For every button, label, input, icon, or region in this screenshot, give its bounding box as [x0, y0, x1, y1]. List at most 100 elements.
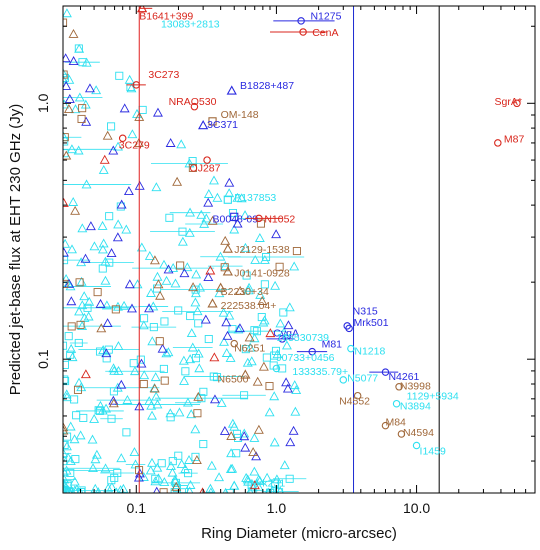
data-point: [63, 197, 69, 207]
data-point: [122, 395, 133, 404]
data-point: [196, 209, 207, 219]
source-marker: [203, 156, 211, 164]
data-point: [97, 405, 108, 415]
data-point: [153, 486, 161, 493]
data-point: [127, 129, 138, 139]
data-point: [179, 375, 190, 385]
data-point: [101, 300, 112, 310]
data-point: [188, 282, 199, 292]
faint-source-label: 165530739: [276, 332, 329, 344]
data-point: [246, 486, 254, 493]
data-point: [252, 376, 263, 386]
data-point: [152, 107, 163, 117]
data-point: [115, 71, 124, 80]
data-point: [63, 99, 70, 109]
data-point: [139, 370, 150, 380]
data-point: [179, 268, 190, 278]
source-label: P137853: [234, 192, 276, 204]
data-point: [77, 223, 88, 233]
data-point: [113, 219, 124, 229]
data-point: [152, 271, 163, 281]
data-point: [90, 483, 101, 493]
data-point: [64, 93, 75, 103]
source-marker: [278, 335, 286, 343]
data-point: [89, 241, 100, 251]
data-point: [285, 437, 296, 447]
data-point: [74, 306, 85, 316]
data-point: [269, 391, 280, 401]
data-point: [257, 313, 266, 322]
y-tick-label: 0.1: [35, 349, 51, 369]
data-point: [101, 348, 112, 358]
data-point: [165, 138, 176, 147]
source-marker: [272, 364, 281, 373]
source-label: 3C279: [119, 140, 150, 152]
data-point: [168, 262, 179, 272]
labeled-sources: B1641+399 N1275 CenA 3C273 B1828+487 NRAO530 O…: [119, 6, 524, 490]
data-point: [68, 197, 79, 206]
source-label: N1275: [310, 11, 341, 23]
data-point: [200, 314, 211, 324]
data-point: [284, 302, 295, 312]
data-point: [253, 424, 264, 434]
source-label: N1218: [354, 346, 385, 358]
data-point: [228, 325, 237, 334]
data-point: [63, 467, 69, 477]
source-label: B1828+487: [240, 80, 294, 92]
data-point: [203, 272, 214, 282]
data-point: [66, 144, 77, 154]
data-point: [239, 428, 250, 438]
data-point: [150, 476, 161, 486]
data-point: [186, 312, 195, 321]
data-point: [258, 361, 269, 371]
data-point: [73, 145, 84, 155]
data-point: [191, 269, 202, 279]
x-tick-label: 1.0: [267, 500, 287, 516]
data-point: [165, 408, 176, 418]
data-point: [79, 413, 88, 422]
data-point: [95, 400, 106, 410]
data-point: [243, 285, 254, 295]
data-point: [95, 347, 105, 356]
source-marker: [412, 441, 421, 450]
data-point: [66, 343, 77, 353]
data-point: [111, 305, 120, 314]
data-point: [63, 70, 68, 79]
data-point: [207, 215, 218, 225]
data-point: [249, 480, 260, 490]
data-point: [77, 114, 86, 123]
source-label: N1052: [264, 213, 295, 225]
data-point: [144, 303, 155, 313]
data-point: [257, 296, 268, 305]
source-marker: [230, 339, 238, 348]
data-point: [116, 379, 127, 389]
data-point: [224, 177, 235, 187]
data-point: [107, 122, 116, 131]
data-point: [105, 212, 114, 221]
source-label: 222538.04+: [221, 300, 277, 312]
data-point: [212, 373, 222, 382]
data-point: [250, 254, 261, 264]
data-point: [279, 327, 289, 337]
data-point: [205, 483, 216, 493]
data-point: [155, 290, 166, 300]
data-point: [292, 247, 301, 256]
data-point: [242, 357, 253, 367]
data-point: [289, 261, 300, 271]
data-point: [152, 462, 163, 472]
data-point: [242, 271, 251, 280]
data-point: [88, 463, 98, 473]
data-point: [214, 288, 225, 298]
source-label: 133335.79+: [292, 366, 348, 378]
data-point: [269, 437, 280, 447]
data-point: [85, 221, 96, 231]
data-point: [66, 468, 75, 477]
data-point: [180, 464, 191, 473]
data-point: [184, 455, 194, 464]
data-point: [152, 399, 163, 409]
data-point: [70, 104, 81, 114]
data-point: [160, 317, 169, 326]
source-label: B2230+34: [221, 286, 269, 298]
data-point: [139, 380, 148, 389]
